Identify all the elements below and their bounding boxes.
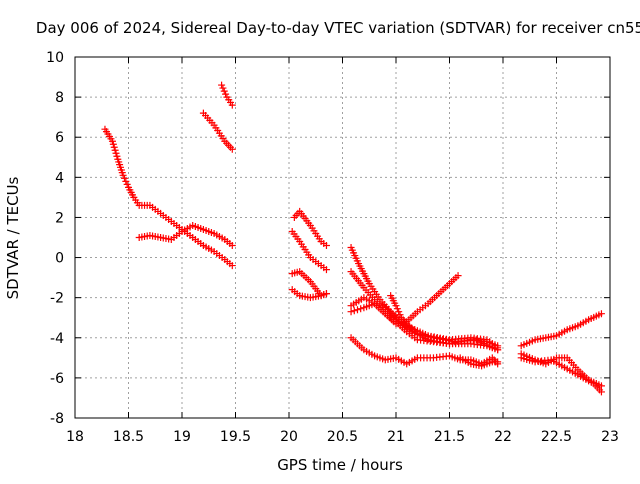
data-point xyxy=(228,145,236,153)
data-point xyxy=(111,146,119,154)
data-point xyxy=(109,140,117,148)
data-point xyxy=(218,81,226,89)
data-point xyxy=(494,346,502,354)
x-axis-label: GPS time / hours xyxy=(277,456,403,474)
series-t3 xyxy=(199,109,236,153)
data-point xyxy=(322,266,330,274)
data-point xyxy=(228,242,236,250)
y-tick-label: -2 xyxy=(50,291,64,307)
series-t15 xyxy=(456,354,502,370)
x-tick-label: 18 xyxy=(66,429,84,445)
axis-ticks: 18 18.5 19 19.5 20 20.5 21 21.5 22 22.5 23-8-6-4-2… xyxy=(46,50,619,445)
data-point xyxy=(108,137,116,145)
y-axis-label: SDTVAR / TECUs xyxy=(4,176,22,299)
data-point xyxy=(120,174,128,182)
data-point xyxy=(322,242,330,250)
data-point xyxy=(597,388,605,396)
data-point xyxy=(350,307,358,315)
y-tick-label: 8 xyxy=(55,90,64,106)
x-tick-label: 22.5 xyxy=(541,429,572,445)
y-tick-label: 6 xyxy=(55,130,64,146)
y-tick-label: 10 xyxy=(46,50,64,66)
y-tick-label: -4 xyxy=(50,331,64,347)
data-point xyxy=(119,171,127,179)
data-point xyxy=(392,302,400,310)
x-tick-label: 18.5 xyxy=(113,429,144,445)
grid-lines xyxy=(75,57,610,418)
series-t13 xyxy=(387,292,502,354)
y-tick-label: 2 xyxy=(55,210,64,226)
x-tick-label: 20.5 xyxy=(327,429,358,445)
series-t5 xyxy=(290,207,330,250)
data-point xyxy=(113,152,121,160)
data-point xyxy=(322,290,330,298)
data-point xyxy=(396,311,404,319)
data-point xyxy=(347,308,355,316)
data-point xyxy=(219,84,227,92)
data-point xyxy=(122,177,130,185)
series-t8 xyxy=(288,286,330,302)
data-point xyxy=(110,143,118,151)
data-point xyxy=(228,262,236,270)
data-point xyxy=(220,87,228,95)
y-tick-label: -8 xyxy=(50,411,64,427)
x-tick-label: 20 xyxy=(280,429,298,445)
series-t2 xyxy=(135,221,236,250)
chart-title: Day 006 of 2024, Sidereal Day-to-day VTE… xyxy=(36,19,640,37)
x-tick-label: 19.5 xyxy=(220,429,251,445)
data-point xyxy=(494,358,502,366)
data-marks xyxy=(101,81,605,396)
series-t16 xyxy=(517,310,605,350)
series-t1 xyxy=(101,125,236,270)
data-point xyxy=(357,305,365,313)
data-point xyxy=(353,306,361,314)
y-tick-label: 0 xyxy=(55,251,64,267)
data-point xyxy=(123,180,131,188)
x-tick-label: 21.5 xyxy=(434,429,465,445)
x-tick-label: 23 xyxy=(601,429,619,445)
data-point xyxy=(112,149,120,157)
data-point xyxy=(228,101,236,109)
y-tick-label: -6 xyxy=(50,371,64,387)
data-point xyxy=(454,272,462,280)
x-tick-label: 19 xyxy=(173,429,191,445)
data-point xyxy=(393,305,401,313)
series-t9 xyxy=(347,244,502,354)
x-tick-label: 21 xyxy=(387,429,405,445)
x-tick-label: 22 xyxy=(494,429,512,445)
series-t4 xyxy=(218,81,236,109)
series-t18 xyxy=(517,354,605,396)
series-t6 xyxy=(288,227,330,274)
data-point xyxy=(395,308,403,316)
y-tick-label: 4 xyxy=(55,170,64,186)
data-point xyxy=(597,310,605,318)
data-point xyxy=(222,90,230,98)
